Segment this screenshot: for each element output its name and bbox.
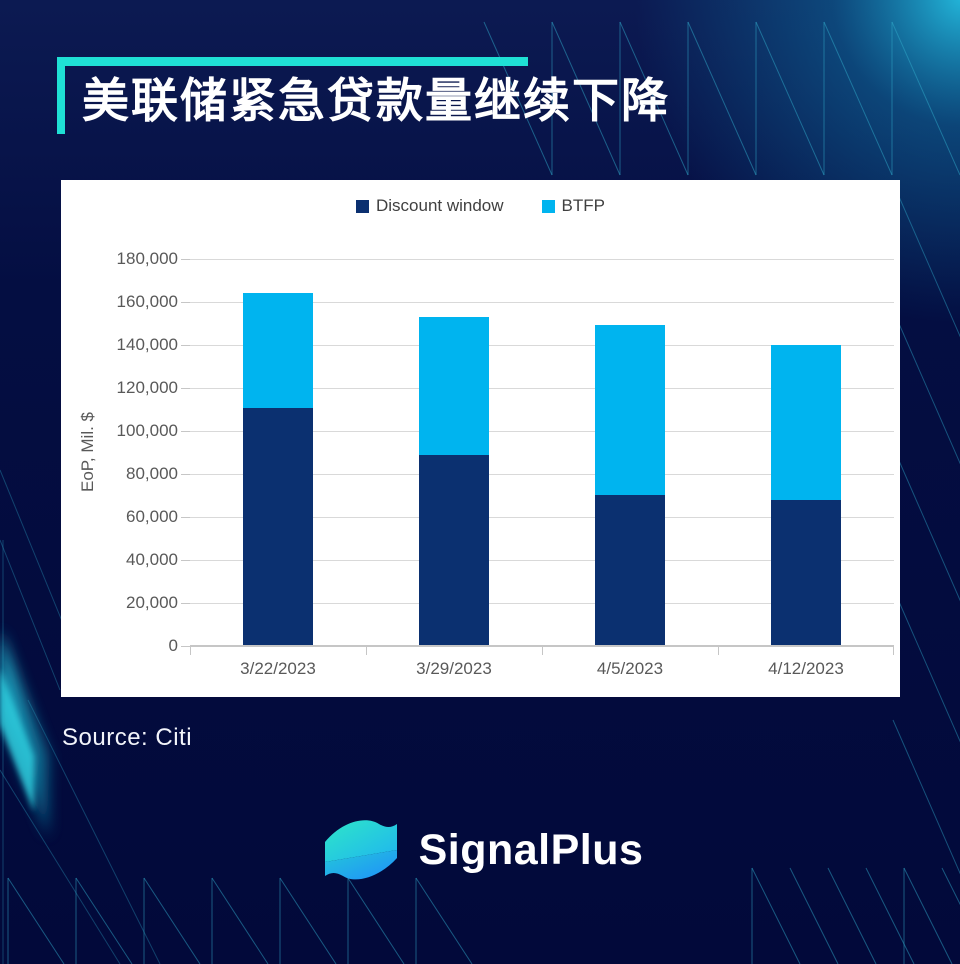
gridline bbox=[190, 517, 894, 518]
x-tick bbox=[190, 647, 191, 655]
gridline bbox=[190, 431, 894, 432]
legend-marker bbox=[541, 199, 555, 213]
y-tick-label: 0 bbox=[168, 636, 178, 655]
page-title: 美联储紧急贷款量继续下降 bbox=[82, 74, 670, 127]
x-tick bbox=[893, 647, 894, 655]
legend-item-btfp: BTFP bbox=[541, 196, 605, 216]
chart-legend: Discount window BTFP bbox=[61, 196, 900, 216]
bar-segment-btfp bbox=[243, 292, 313, 409]
y-tick bbox=[181, 517, 190, 518]
y-tick bbox=[181, 388, 190, 389]
x-tick bbox=[718, 647, 719, 655]
legend-item-discount-window: Discount window bbox=[355, 196, 504, 216]
y-tick bbox=[181, 560, 190, 561]
legend-marker bbox=[355, 199, 369, 213]
x-tick bbox=[542, 647, 543, 655]
chart-panel: Discount window BTFP EoP, Mil. $ 0 20,000 4… bbox=[61, 180, 900, 697]
x-tick-label: 3/22/2023 bbox=[240, 659, 316, 678]
legend-label: BTFP bbox=[561, 196, 605, 215]
y-tick bbox=[181, 259, 190, 260]
gridline bbox=[190, 603, 894, 604]
y-tick-label: 140,000 bbox=[116, 335, 178, 354]
stacked-bar bbox=[771, 345, 841, 645]
y-tick bbox=[181, 431, 190, 432]
bar-segment-discount-window bbox=[771, 499, 841, 645]
bar-segment-discount-window bbox=[595, 495, 665, 645]
bar-segment-btfp bbox=[419, 316, 489, 456]
y-tick-label: 100,000 bbox=[116, 421, 178, 440]
gridline bbox=[190, 302, 894, 303]
y-tick-label: 40,000 bbox=[126, 550, 178, 569]
y-tick-label: 160,000 bbox=[116, 292, 178, 311]
y-tick-label: 180,000 bbox=[116, 249, 178, 268]
signalplus-logo-icon bbox=[324, 820, 397, 880]
x-tick-label: 4/5/2023 bbox=[596, 659, 664, 678]
y-tick-label: 80,000 bbox=[126, 464, 178, 483]
brand-lockup: SignalPlus bbox=[0, 816, 960, 884]
plot-area bbox=[181, 259, 894, 655]
title-accent-bar-top bbox=[57, 57, 528, 66]
source-caption: Source: Citi bbox=[62, 724, 193, 751]
y-tick bbox=[181, 474, 190, 475]
brand-name: SignalPlus bbox=[418, 825, 644, 874]
stacked-bar bbox=[419, 316, 489, 645]
bar-segment-btfp bbox=[771, 345, 841, 500]
y-tick bbox=[181, 646, 190, 647]
y-tick bbox=[181, 345, 190, 346]
gridline bbox=[190, 345, 894, 346]
y-tick bbox=[181, 302, 190, 303]
x-tick-label: 3/29/2023 bbox=[416, 659, 492, 678]
gridline bbox=[190, 560, 894, 561]
y-tick-label: 60,000 bbox=[126, 507, 178, 526]
title-accent-bar-left bbox=[57, 57, 65, 134]
legend-label: Discount window bbox=[375, 196, 504, 215]
y-tick-label: 20,000 bbox=[126, 593, 178, 612]
y-tick-label: 120,000 bbox=[116, 378, 178, 397]
gridline bbox=[190, 474, 894, 475]
stacked-bar bbox=[243, 292, 313, 645]
bar-segment-discount-window bbox=[419, 455, 489, 645]
gridline bbox=[190, 388, 894, 389]
stacked-bar bbox=[595, 325, 665, 645]
bar-segment-btfp bbox=[595, 325, 665, 496]
x-tick-label: 4/12/2023 bbox=[768, 659, 844, 678]
y-tick bbox=[181, 603, 190, 604]
bar-segment-discount-window bbox=[243, 408, 313, 645]
gridline bbox=[190, 259, 894, 260]
x-tick bbox=[366, 647, 367, 655]
x-axis-line bbox=[190, 645, 894, 647]
